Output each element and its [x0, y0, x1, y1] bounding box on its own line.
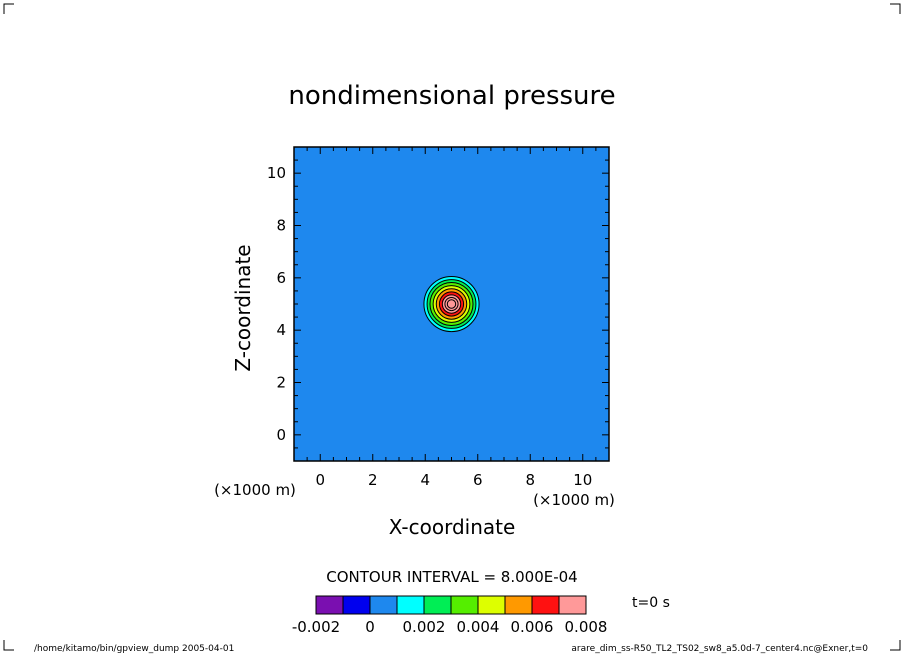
colorbar: -0.002 0 0.002 0.004 0.006 0.008	[292, 595, 608, 636]
colorbar-label: -0.002	[292, 618, 340, 636]
corner-marks	[3, 3, 901, 651]
y-axis-label: Z-coordinate	[231, 244, 255, 371]
colorbar-swatch	[315, 595, 344, 615]
x-axis-unit: (×1000 m)	[533, 491, 615, 509]
colorbar-swatch	[558, 595, 587, 615]
colorbar-label: 0.008	[565, 618, 608, 636]
colorbar-swatch	[369, 595, 398, 615]
y-tick-label: 0	[276, 426, 286, 444]
colorbar-label: 0.006	[511, 618, 554, 636]
colorbar-label: 0.004	[457, 618, 500, 636]
colorbar-swatch	[504, 595, 533, 615]
x-tick-label: 10	[573, 471, 592, 489]
colorbar-swatch	[423, 595, 452, 615]
x-tick-label: 0	[315, 471, 325, 489]
colorbar-swatch	[477, 595, 506, 615]
contour-level-9	[446, 299, 457, 309]
x-tick-label: 8	[525, 471, 535, 489]
colorbar-label: 0	[365, 618, 375, 636]
footer-right-text: arare_dim_ss-R50_TL2_TS02_sw8_a5.0d-7_ce…	[571, 644, 868, 654]
colorbar-swatch	[450, 595, 479, 615]
y-axis-unit: (×1000 m)	[214, 481, 296, 499]
corner-mark-top-left	[3, 3, 14, 14]
x-tick-label: 6	[473, 471, 483, 489]
x-axis-label: X-coordinate	[389, 515, 516, 539]
colorbar-label: 0.002	[403, 618, 446, 636]
time-label: t=0 s	[632, 595, 670, 611]
y-tick-label: 6	[276, 269, 286, 287]
contour-layer	[423, 275, 480, 333]
footer-left-text: /home/kitamo/bin/gpview_dump 2005-04-01	[34, 644, 234, 654]
y-tick-label: 2	[276, 374, 286, 392]
x-tick-label: 4	[420, 471, 430, 489]
colorbar-swatch	[531, 595, 560, 615]
corner-mark-bottom-left	[3, 640, 14, 651]
y-tick-label: 4	[276, 321, 286, 339]
ticks-layer: 0 2 4 6 8 10 0 2 4 6 8 10	[267, 146, 610, 489]
corner-mark-top-right	[890, 3, 901, 14]
x-tick-label: 2	[368, 471, 378, 489]
y-tick-label: 8	[276, 217, 286, 235]
colorbar-swatch	[396, 595, 425, 615]
chart-title: nondimensional pressure	[288, 81, 615, 111]
corner-mark-bottom-right	[890, 640, 901, 651]
y-tick-label: 10	[267, 164, 286, 182]
contour-interval-label: CONTOUR INTERVAL = 8.000E-04	[326, 568, 577, 586]
colorbar-swatch	[342, 595, 371, 615]
